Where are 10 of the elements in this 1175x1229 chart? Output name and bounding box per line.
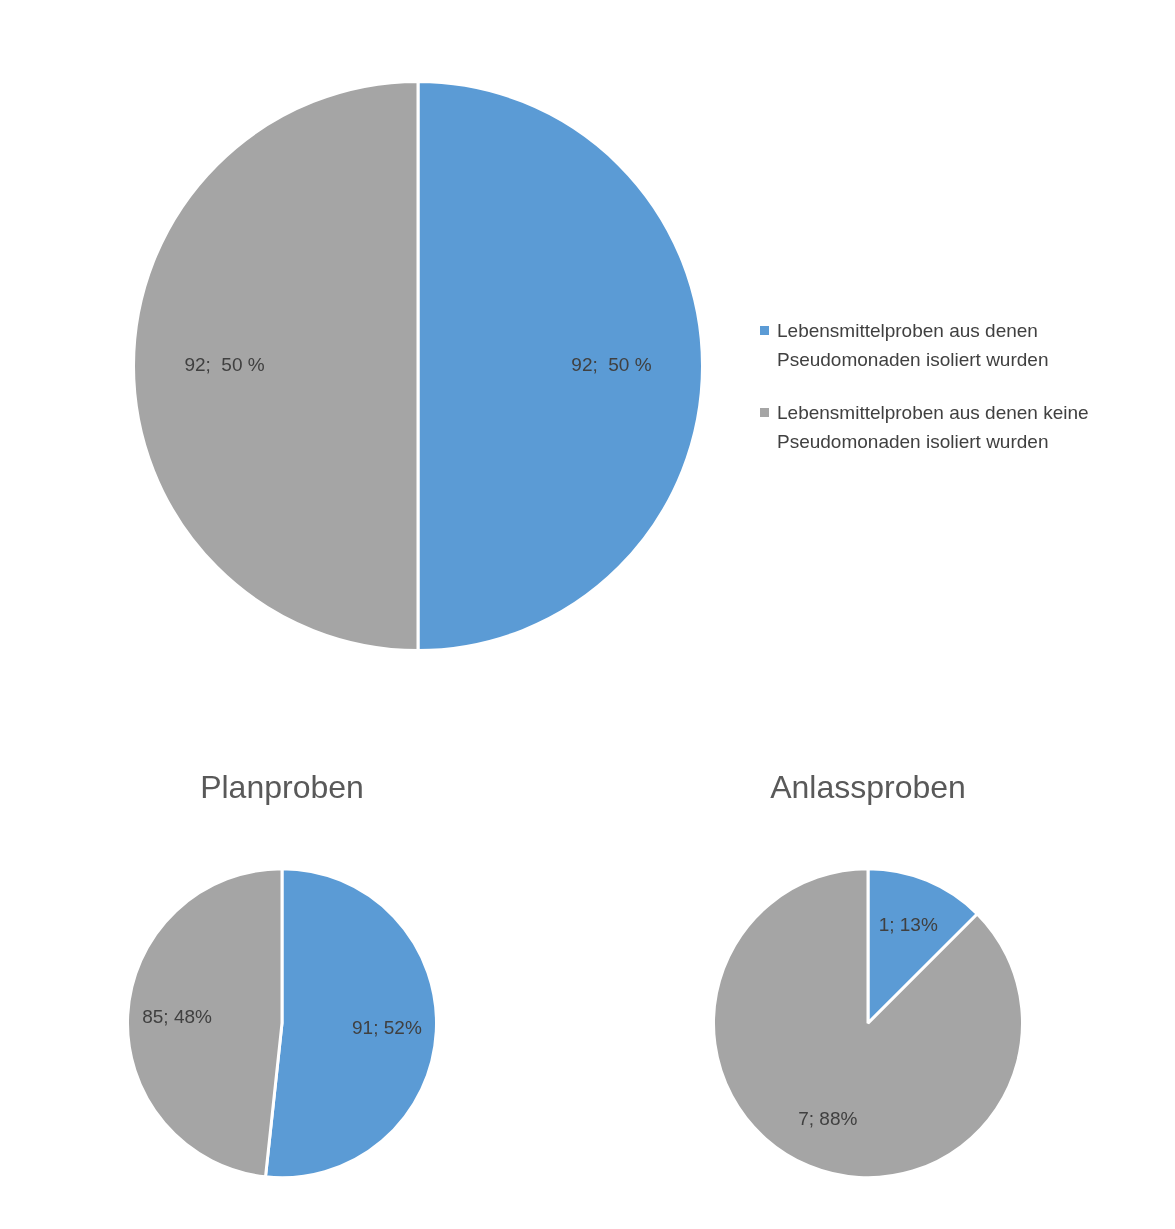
chart-title: Anlassproben (770, 769, 966, 806)
legend-label: Lebensmittelproben aus denen keine Pseudomonaden isoliert wurden (777, 401, 1090, 454)
data-label: 1; 13% (878, 914, 938, 936)
chart-title: Planproben (200, 769, 364, 806)
legend-label: Lebensmittelproben aus denen Pseudomonaden isoliert wurden (777, 319, 1050, 372)
data-label: 91; 52% (352, 1017, 422, 1039)
data-label: 92; 50 % (571, 354, 652, 376)
data-label: 7; 88% (798, 1108, 858, 1130)
data-label: 85; 48% (142, 1005, 213, 1027)
data-label: 92; 50 % (184, 354, 265, 376)
